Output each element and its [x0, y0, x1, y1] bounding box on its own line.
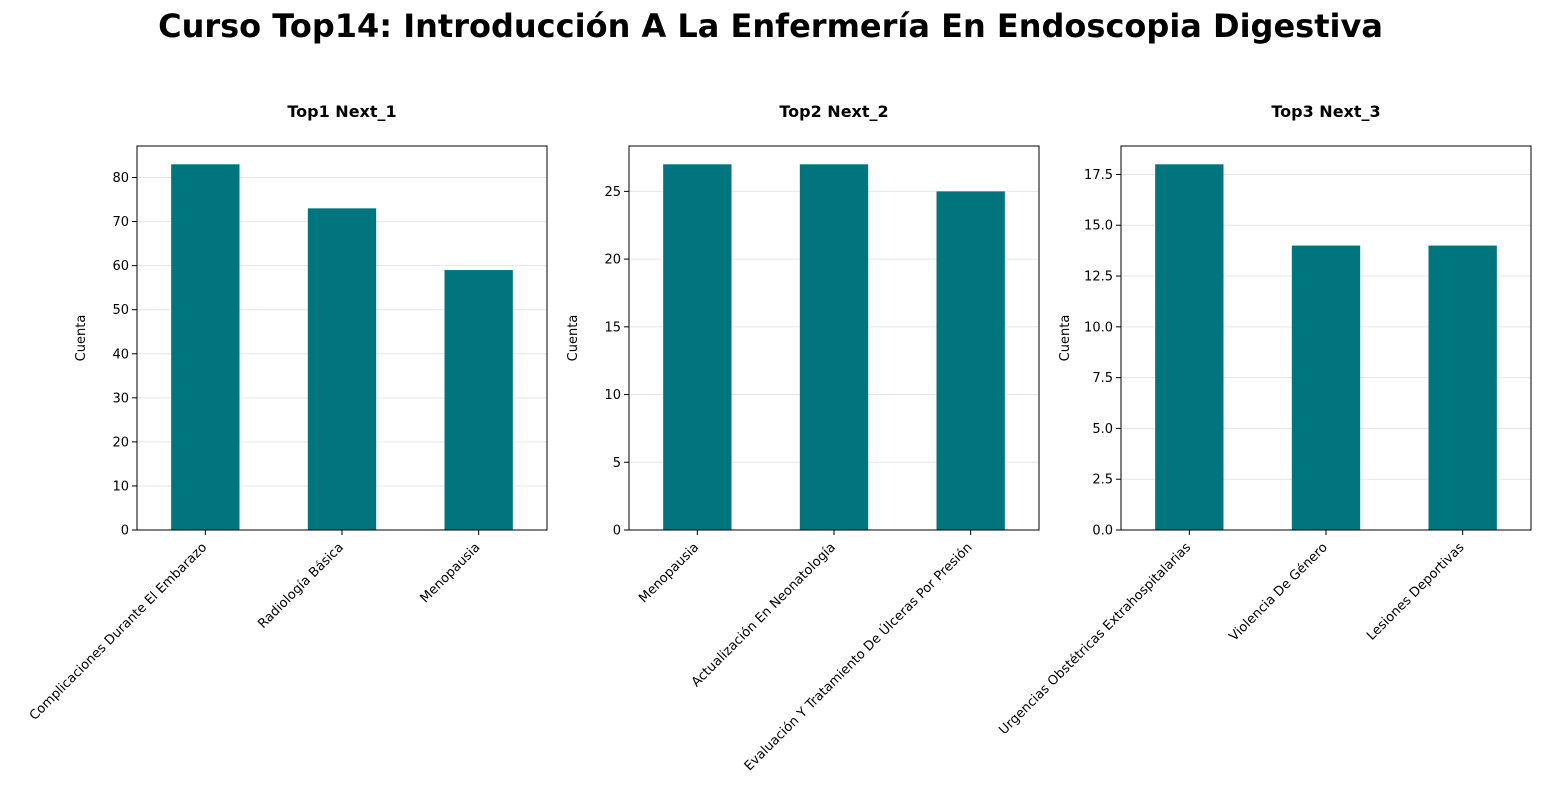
panel-1-bar: [171, 164, 240, 531]
panel-3-xtick-label: Lesiones Deportivas: [1364, 540, 1468, 644]
panel-1-ytick-label: 70: [112, 215, 129, 230]
panel-3-title: Top3 Next_3: [1271, 102, 1380, 121]
panel-2-ytick-label: 5: [613, 456, 621, 471]
panel-1-ytick-label: 80: [112, 171, 129, 186]
panel-1-ytick-label: 50: [112, 303, 129, 318]
panel-2-ytick-label: 0: [613, 524, 621, 539]
panel-1-ytick-label: 60: [112, 259, 129, 274]
panel-1-xtick-label: Complicaciones Durante El Embarazo: [27, 540, 210, 723]
panel-3-ytick-label: 17.5: [1084, 168, 1113, 183]
panel-1-ytick-label: 40: [112, 347, 129, 362]
panel-2-xtick-label: Actualización En Neonatología: [689, 540, 839, 690]
panel-1-ylabel: Cuenta: [74, 315, 89, 362]
panel-1-xtick-label: Radiología Básica: [255, 540, 347, 632]
panel-1-ytick-label: 10: [112, 479, 129, 494]
panel-3-bar: [1291, 245, 1361, 531]
page-title: Curso Top14: Introducción A La Enfermerí…: [158, 7, 1383, 45]
panel-2-ytick-label: 20: [604, 253, 621, 268]
panel-1-bar: [307, 208, 377, 531]
panel-3-ylabel: Cuenta: [1058, 315, 1073, 362]
panel-3-ytick-label: 5.0: [1092, 422, 1113, 437]
panel-1-title: Top1 Next_1: [287, 102, 396, 121]
panel-2-ytick-label: 25: [604, 185, 621, 200]
panel-2-xtick-label: Menopausia: [636, 540, 702, 606]
panel-2-ytick-label: 10: [604, 388, 621, 403]
panel-1-ytick-label: 30: [112, 391, 129, 406]
panel-3-ytick-label: 10.0: [1084, 320, 1113, 335]
panel-3-xtick-label: Urgencias Obstétricas Extrahospitalarias: [996, 540, 1194, 738]
panel-2-bar: [799, 164, 869, 531]
panel-3-ytick-label: 15.0: [1084, 219, 1113, 234]
panel-1-bar: [444, 270, 513, 530]
panel-2-title: Top2 Next_2: [779, 102, 888, 121]
panel-1-xtick-label: Menopausia: [418, 540, 484, 606]
panel-3-ytick-label: 7.5: [1092, 371, 1113, 386]
panel-1-ytick-label: 20: [112, 435, 129, 450]
panel-3-ytick-label: 2.5: [1092, 473, 1113, 488]
panel-3-xtick-label: Violencia De Género: [1227, 540, 1331, 644]
panel-3-ytick-label: 12.5: [1084, 270, 1113, 285]
panel-2-ylabel: Cuenta: [566, 315, 581, 362]
panel-2-ytick-label: 15: [604, 320, 621, 335]
panel-2-xtick-label: Evaluación Y Tratamiento De Úlceras Por …: [741, 540, 976, 775]
panel-3-bar: [1428, 245, 1497, 531]
panel-2-bar: [663, 164, 732, 531]
panel-2-bar: [936, 191, 1005, 530]
panel-1-ytick-label: 0: [121, 524, 129, 539]
panel-3-bar: [1155, 164, 1224, 531]
panel-3-ytick-label: 0.0: [1092, 524, 1113, 539]
